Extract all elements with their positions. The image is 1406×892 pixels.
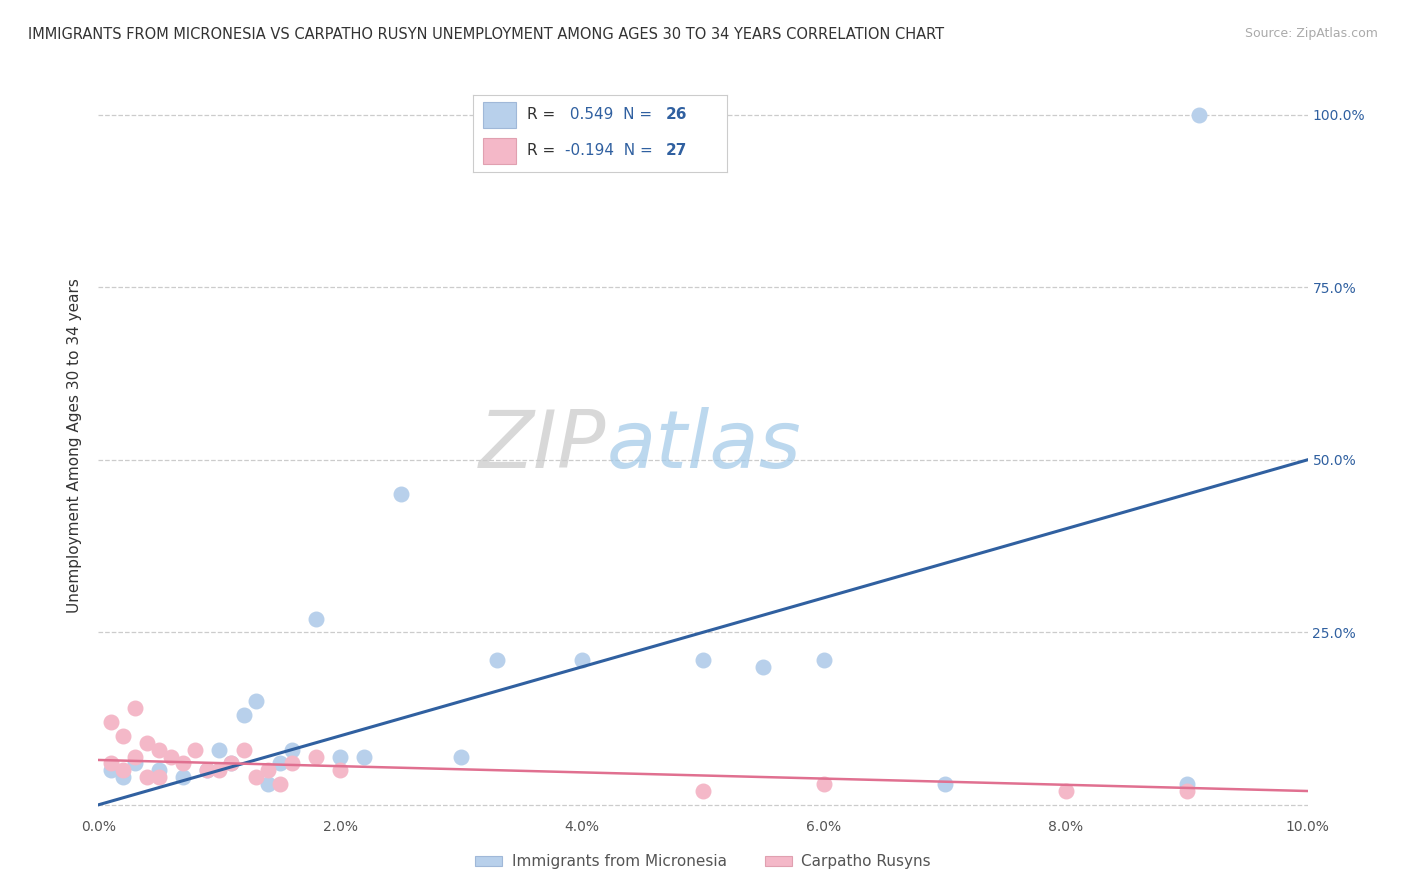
Point xyxy=(232,708,254,723)
Point xyxy=(148,742,170,756)
Point xyxy=(389,487,412,501)
Point xyxy=(195,764,218,778)
Point xyxy=(329,749,352,764)
Point xyxy=(1054,784,1077,798)
Point xyxy=(135,770,157,784)
Legend: Immigrants from Micronesia, Carpatho Rusyns: Immigrants from Micronesia, Carpatho Rus… xyxy=(468,848,938,875)
Point xyxy=(813,777,835,791)
Point xyxy=(148,770,170,784)
Point xyxy=(692,653,714,667)
Point xyxy=(100,764,122,778)
Point xyxy=(450,749,472,764)
Point xyxy=(160,749,183,764)
Point xyxy=(1175,777,1198,791)
Point xyxy=(208,764,231,778)
Point xyxy=(111,764,134,778)
Point xyxy=(269,777,291,791)
Point xyxy=(124,756,146,771)
Point xyxy=(148,764,170,778)
Text: atlas: atlas xyxy=(606,407,801,485)
Point xyxy=(111,770,134,784)
Point xyxy=(172,756,194,771)
Point xyxy=(256,777,278,791)
Point xyxy=(269,756,291,771)
Point xyxy=(221,756,243,771)
Point xyxy=(172,770,194,784)
Point xyxy=(124,701,146,715)
Point xyxy=(184,742,207,756)
Point xyxy=(752,660,775,674)
Point xyxy=(281,756,304,771)
Point xyxy=(692,784,714,798)
Point xyxy=(281,742,304,756)
Point xyxy=(934,777,956,791)
Point xyxy=(245,770,267,784)
Point xyxy=(135,736,157,750)
Point xyxy=(100,756,122,771)
Point xyxy=(305,611,328,625)
Text: IMMIGRANTS FROM MICRONESIA VS CARPATHO RUSYN UNEMPLOYMENT AMONG AGES 30 TO 34 YE: IMMIGRANTS FROM MICRONESIA VS CARPATHO R… xyxy=(28,27,945,42)
Point xyxy=(329,764,352,778)
Point xyxy=(305,749,328,764)
Y-axis label: Unemployment Among Ages 30 to 34 years: Unemployment Among Ages 30 to 34 years xyxy=(67,278,83,614)
Point xyxy=(100,714,122,729)
Point xyxy=(813,653,835,667)
Point xyxy=(486,653,509,667)
Text: Source: ZipAtlas.com: Source: ZipAtlas.com xyxy=(1244,27,1378,40)
Point xyxy=(353,749,375,764)
Point xyxy=(1188,108,1211,122)
Point xyxy=(221,756,243,771)
Point xyxy=(1175,784,1198,798)
Point xyxy=(195,764,218,778)
Point xyxy=(124,749,146,764)
Point xyxy=(256,764,278,778)
Point xyxy=(208,742,231,756)
Text: ZIP: ZIP xyxy=(479,407,606,485)
Point xyxy=(111,729,134,743)
Point xyxy=(232,742,254,756)
Point xyxy=(571,653,593,667)
Point xyxy=(245,694,267,708)
